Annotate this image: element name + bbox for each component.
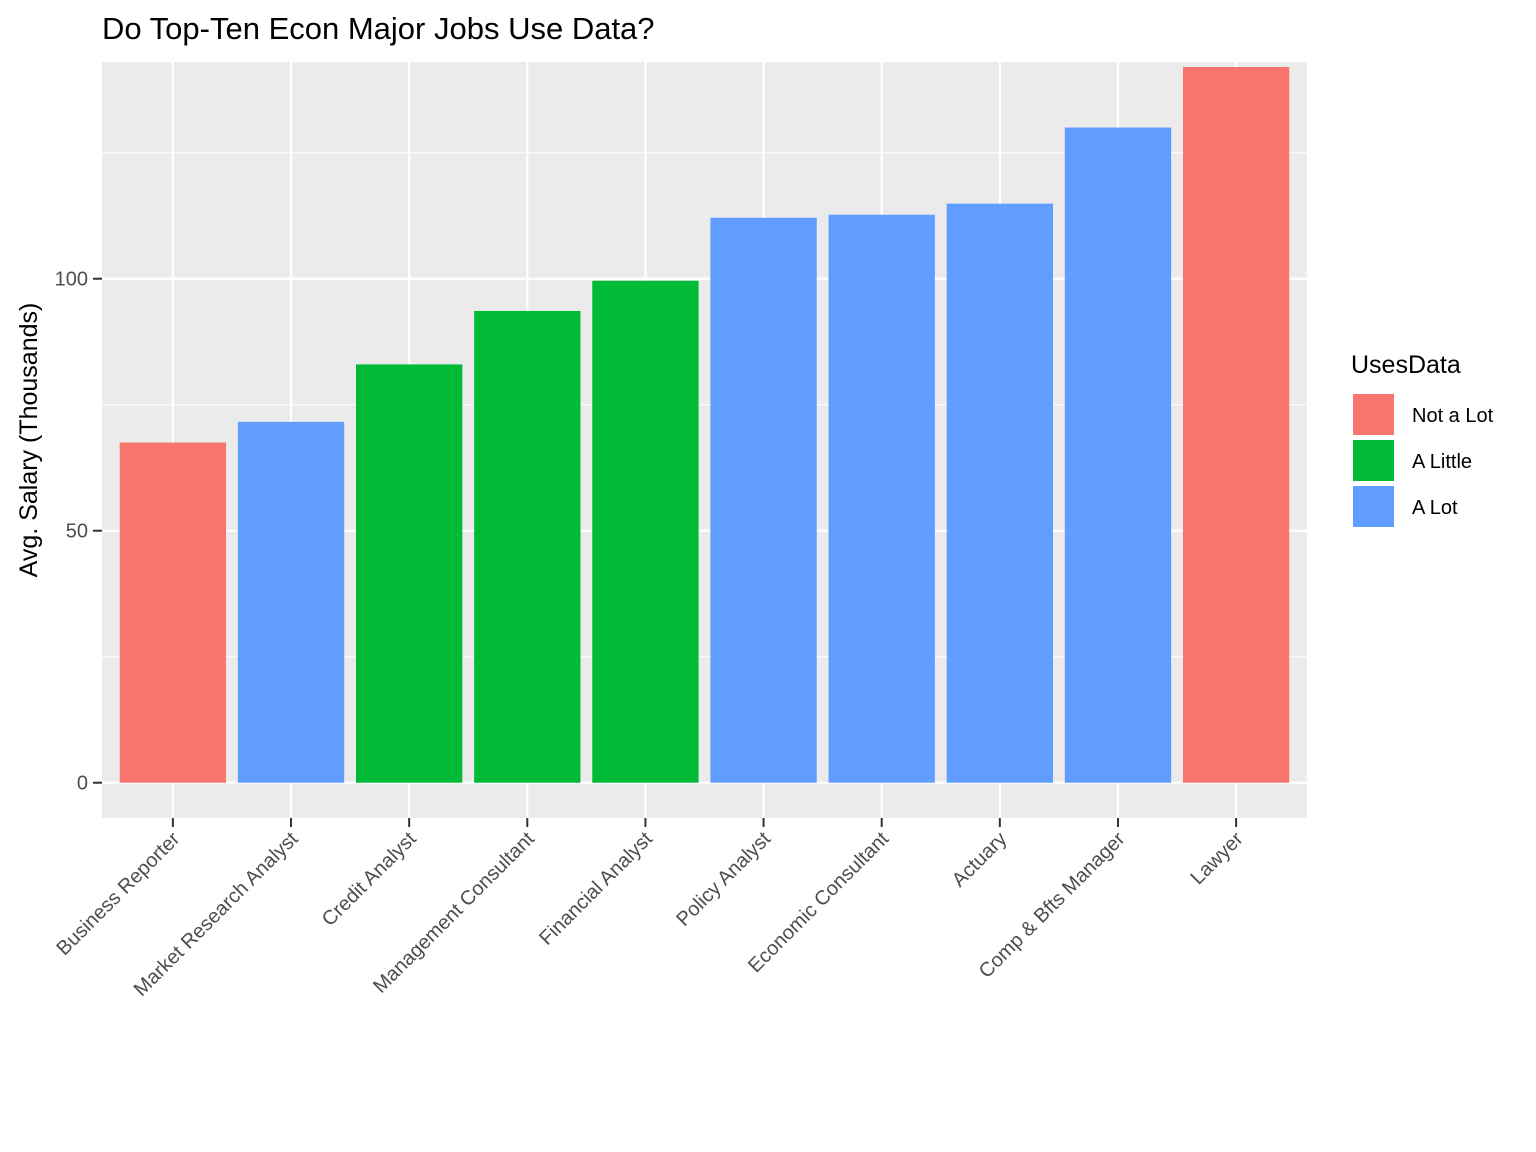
bars-group <box>119 67 1290 783</box>
legend: UsesData Not a Lot A Little A Lot <box>1351 351 1494 529</box>
legend-label: Not a Lot <box>1412 405 1494 427</box>
legend-key <box>1351 392 1396 437</box>
legend-title: UsesData <box>1351 351 1461 379</box>
bar <box>1182 67 1290 783</box>
bar <box>237 421 345 783</box>
x-tick-label: Credit Analyst <box>318 828 421 931</box>
bar <box>592 280 699 783</box>
bar <box>710 217 817 783</box>
legend-label: A Little <box>1412 451 1472 473</box>
y-axis: 0 50 100 <box>55 269 102 795</box>
y-tick-label: 0 <box>77 773 88 795</box>
legend-label: A Lot <box>1412 497 1458 519</box>
y-tick-label: 100 <box>55 269 88 291</box>
y-axis-title: Avg. Salary (Thousands) <box>15 303 43 578</box>
legend-items: Not a Lot A Little A Lot <box>1351 392 1494 529</box>
bar <box>1064 127 1172 783</box>
legend-key <box>1351 484 1396 529</box>
x-tick-label: Actuary <box>948 828 1012 892</box>
x-tick-label: Policy Analyst <box>672 828 775 931</box>
x-tick-label: Financial Analyst <box>535 828 657 950</box>
bar <box>946 203 1054 783</box>
chart-title: Do Top-Ten Econ Major Jobs Use Data? <box>102 11 655 46</box>
bar <box>474 310 581 783</box>
x-tick-label: Lawyer <box>1186 828 1247 889</box>
legend-key <box>1351 438 1396 483</box>
bar <box>355 364 463 783</box>
y-tick-label: 50 <box>66 521 88 543</box>
x-tick-label: Business Reporter <box>53 828 185 960</box>
bar <box>119 442 227 783</box>
bar <box>828 214 935 783</box>
